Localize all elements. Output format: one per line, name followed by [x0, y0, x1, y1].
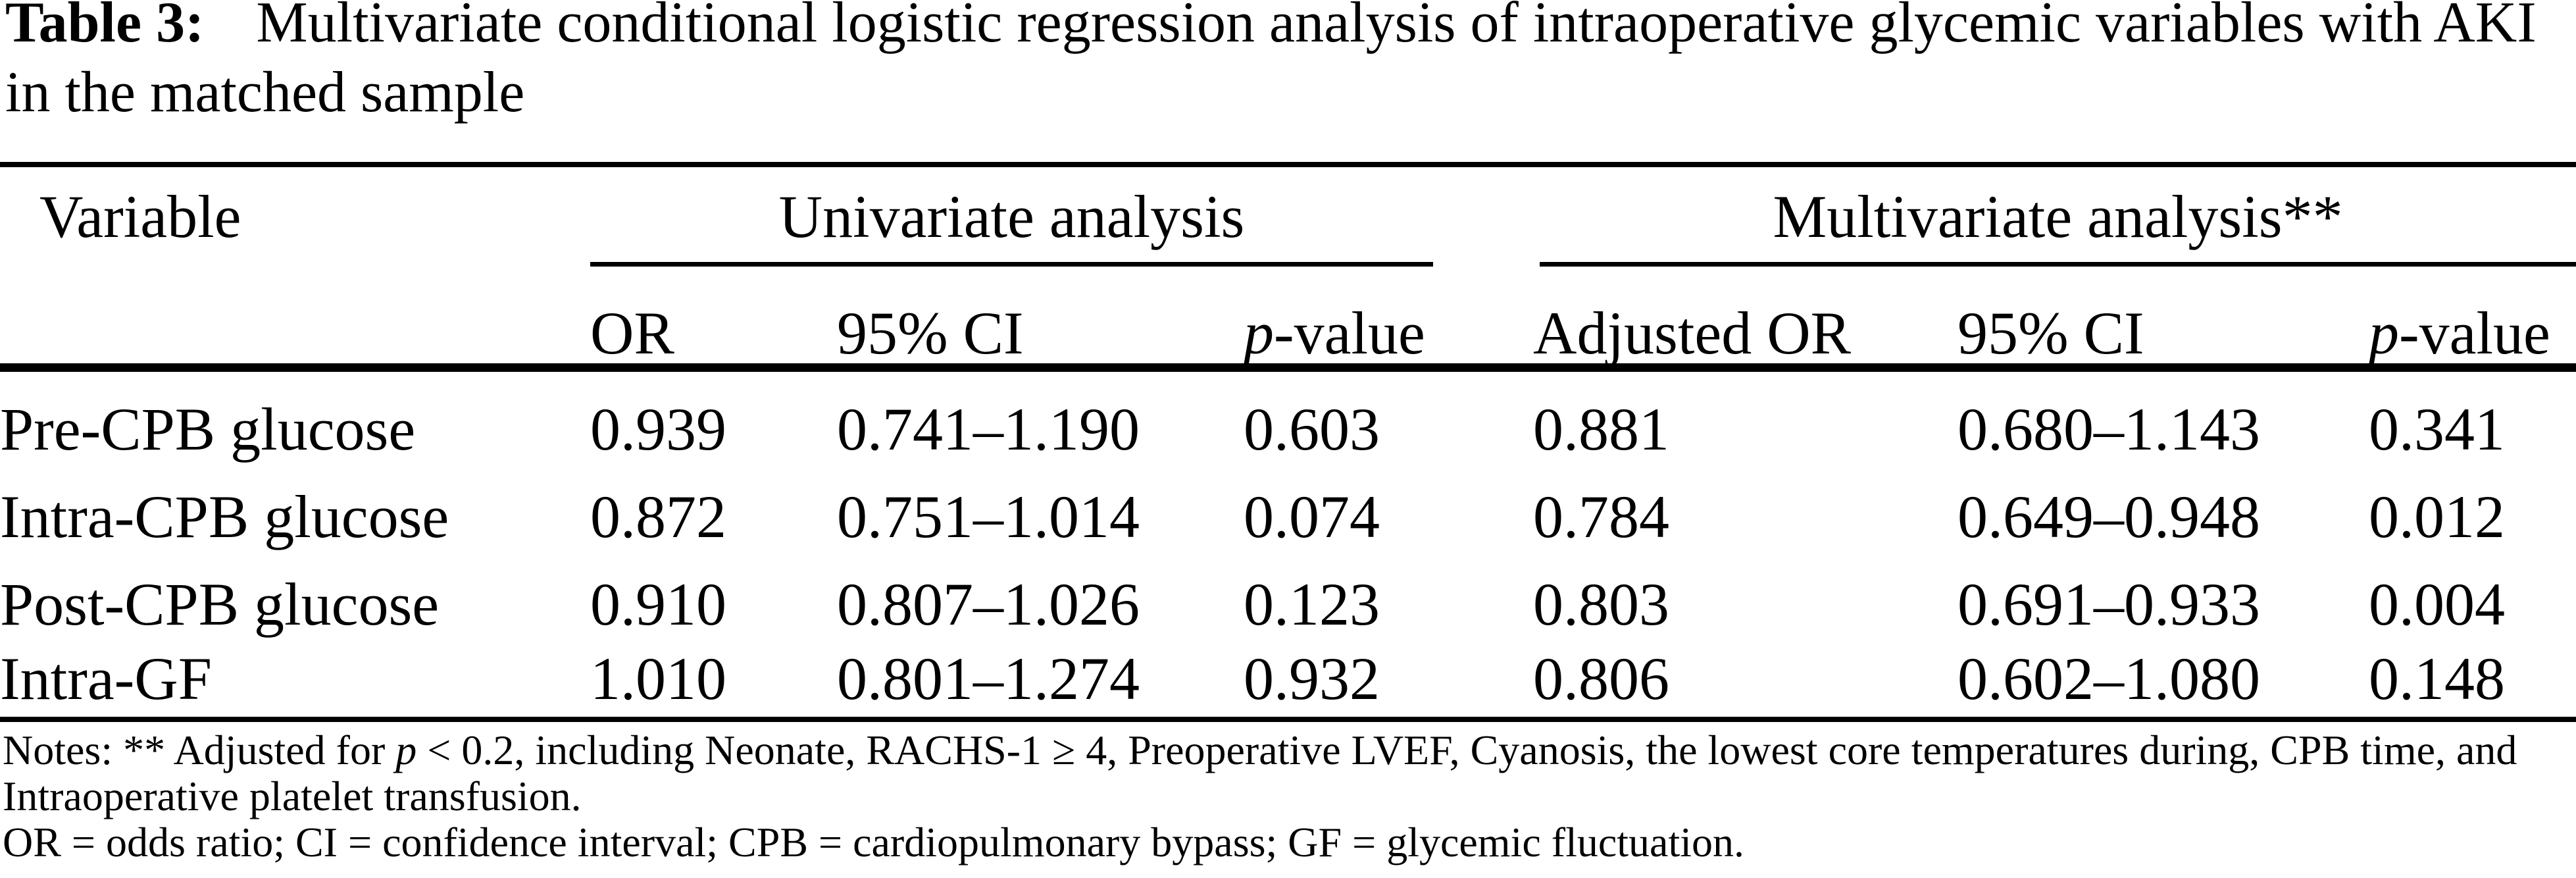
cell-multivariate-ci: 0.691–0.933: [1957, 571, 2261, 638]
cell-adjusted-or: 0.784: [1533, 483, 1670, 550]
p-symbol: p: [2369, 299, 2400, 367]
cell-univariate-or: 0.939: [590, 396, 726, 463]
cell-variable: Intra-CPB glucose: [0, 483, 449, 550]
cell-univariate-p: 0.932: [1244, 634, 1534, 722]
note-adjustment-line1: Notes: ** Adjusted for p < 0.2, includin…: [3, 727, 2517, 773]
table-notes: Notes: ** Adjusted for p < 0.2, includin…: [3, 727, 2517, 865]
group-header-row: Variable Univariate analysis Multivariat…: [0, 167, 2576, 267]
cell-adjusted-or: 0.881: [1533, 396, 1670, 463]
table-caption: Table 3: Multivariate conditional logisti…: [5, 0, 2576, 128]
cell-multivariate-p: 0.341: [2369, 396, 2506, 463]
cell-variable: Pre-CPB glucose: [0, 396, 416, 463]
p-suffix: -value: [1274, 299, 1425, 367]
cell-adjusted-or: 0.806: [1533, 634, 1958, 722]
table-row-pre-cpb-glucose: Pre-CPB glucose 0.939 0.741–1.190 0.603 …: [0, 372, 2576, 459]
p-symbol: p: [1244, 299, 1274, 367]
note-abbreviations: OR = odds ratio; CI = confidence interva…: [3, 819, 1744, 865]
cell-univariate-p: 0.603: [1244, 396, 1380, 463]
cell-univariate-p: 0.123: [1244, 571, 1380, 638]
table-row-intra-cpb-glucose: Intra-CPB glucose 0.872 0.751–1.014 0.07…: [0, 459, 2576, 547]
cell-univariate-ci: 0.741–1.190: [837, 396, 1140, 463]
column-header-pvalue-univariate: p-value: [1244, 267, 1534, 372]
cell-univariate-ci: 0.801–1.274: [837, 634, 1244, 722]
table-number: Table 3:: [5, 0, 205, 55]
column-header-pvalue-multivariate: p-value: [2369, 267, 2576, 372]
cell-multivariate-ci: 0.680–1.143: [1957, 396, 2261, 463]
note-text: < 0.2, including Neonate, RACHS-1 ≥ 4, P…: [417, 727, 2517, 773]
column-header-adjusted-or: Adjusted OR: [1533, 267, 1958, 372]
table-caption-text: Multivariate conditional logistic regres…: [256, 0, 2537, 55]
table-row-intra-gf: Intra-GF 1.010 0.801–1.274 0.932 0.806 0…: [0, 634, 2576, 722]
cell-multivariate-p: 0.012: [2369, 483, 2506, 550]
group-header-univariate: Univariate analysis: [590, 167, 1533, 267]
cell-multivariate-p: 0.004: [2369, 571, 2506, 638]
group-label-univariate: Univariate analysis: [590, 186, 1434, 267]
group-header-multivariate: Multivariate analysis**: [1533, 167, 2576, 267]
cell-univariate-ci: 0.807–1.026: [837, 571, 1140, 638]
cell-univariate-ci: 0.751–1.014: [837, 483, 1140, 550]
results-table: Variable Univariate analysis Multivariat…: [0, 162, 2576, 722]
cell-variable: Post-CPB glucose: [0, 571, 440, 638]
cell-multivariate-ci: 0.649–0.948: [1957, 483, 2261, 550]
cell-univariate-p: 0.074: [1244, 483, 1380, 550]
cell-multivariate-ci: 0.602–1.080: [1957, 634, 2369, 722]
table-row-post-cpb-glucose: Post-CPB glucose 0.910 0.807–1.026 0.123…: [0, 547, 2576, 634]
note-text: Notes: ** Adjusted for: [3, 727, 396, 773]
column-header-variable: Variable: [39, 183, 241, 250]
column-header-ci-univariate: 95% CI: [837, 267, 1244, 372]
p-suffix: -value: [2399, 299, 2550, 367]
subheader-row: OR 95% CI p-value Adjusted OR 95% CI p-v…: [0, 267, 2576, 372]
table-caption-line1: Table 3: Multivariate conditional logisti…: [5, 0, 2576, 58]
column-header-or: OR: [590, 267, 837, 372]
table-caption-line2: in the matched sample: [5, 61, 525, 124]
cell-adjusted-or: 0.803: [1533, 571, 1670, 638]
cell-multivariate-p: 0.148: [2369, 634, 2576, 722]
cell-univariate-or: 0.910: [590, 571, 726, 638]
cell-univariate-or: 1.010: [590, 634, 837, 722]
column-header-ci-multivariate: 95% CI: [1957, 267, 2369, 372]
note-adjustment-line2: Intraoperative platelet transfusion.: [3, 773, 582, 819]
cell-univariate-or: 0.872: [590, 483, 726, 550]
group-label-multivariate: Multivariate analysis**: [1540, 186, 2576, 267]
subheader-blank: [0, 267, 590, 372]
cell-variable: Intra-GF: [0, 634, 590, 722]
p-symbol: p: [395, 727, 417, 773]
